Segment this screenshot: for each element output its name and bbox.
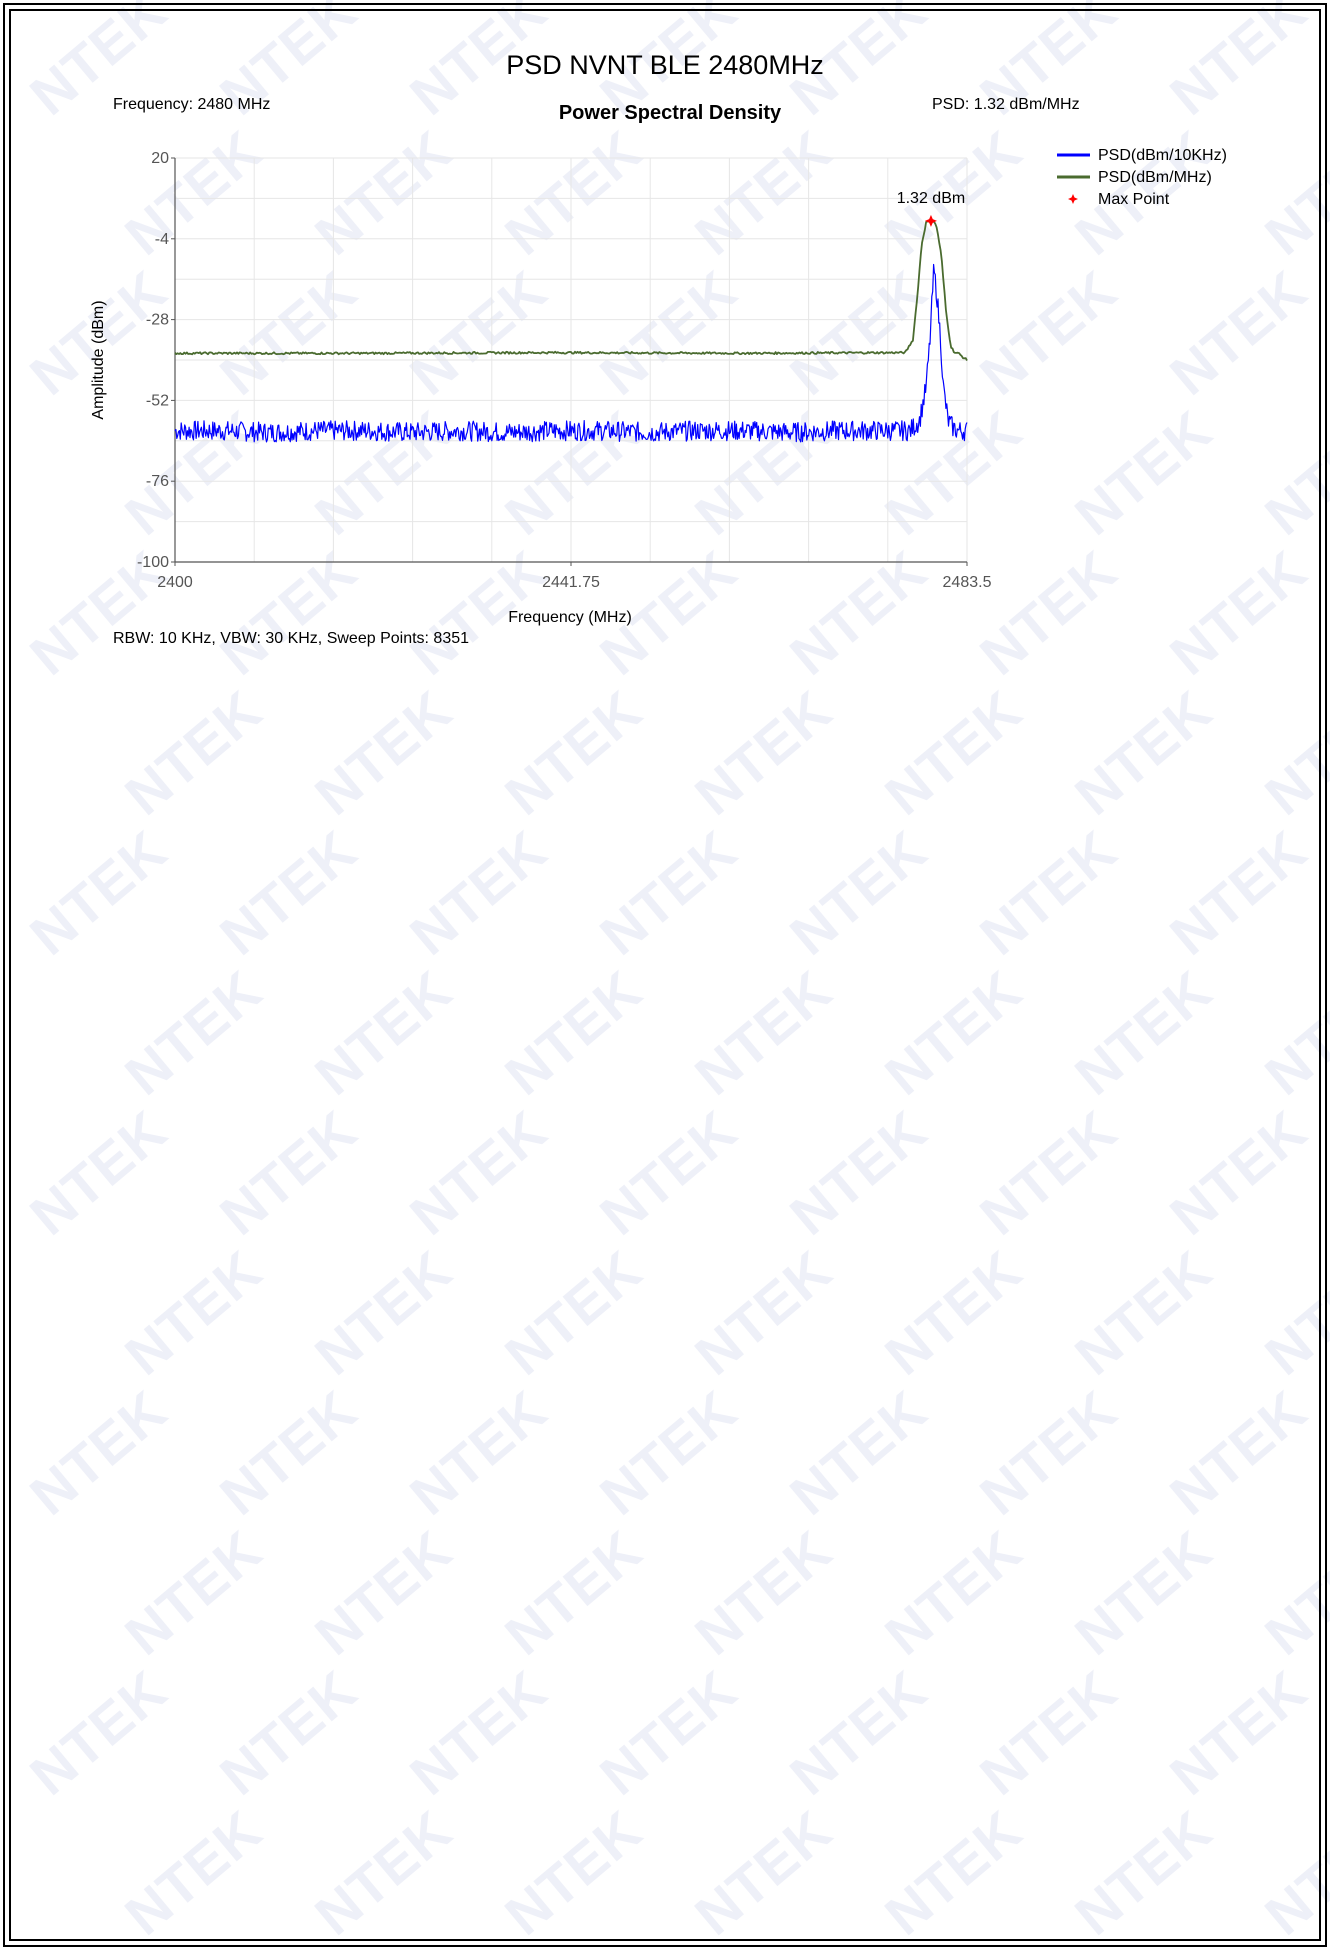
measurement-settings: RBW: 10 KHz, VBW: 30 KHz, Sweep Points: … <box>113 630 469 648</box>
y-tick-label: 20 <box>151 150 169 167</box>
chart-grid <box>175 158 967 562</box>
y-axis-label: Amplitude (dBm) <box>90 300 107 419</box>
x-axis-ticks: 2400 2441.75 2483.5 <box>157 562 991 591</box>
y-tick-label: -52 <box>146 392 169 409</box>
x-tick-label: 2400 <box>157 574 193 591</box>
chart-legend: PSD(dBm/10KHz) PSD(dBm/MHz) Max Point <box>1057 147 1227 208</box>
psd-chart: 20 -4 -28 -52 -76 -100 2400 2441.75 2483.5 Ampl… <box>0 0 1330 700</box>
x-tick-label: 2441.75 <box>542 574 600 591</box>
legend-max-point-swatch <box>1068 194 1078 204</box>
x-tick-label: 2483.5 <box>943 574 992 591</box>
y-tick-label: -100 <box>137 554 169 571</box>
max-point-layer: 1.32 dBm <box>897 190 965 227</box>
max-point-label: 1.32 dBm <box>897 190 965 207</box>
y-axis-ticks: 20 -4 -28 -52 -76 -100 <box>137 150 175 571</box>
y-tick-label: -4 <box>155 231 169 248</box>
y-tick-label: -28 <box>146 312 169 329</box>
legend-label: PSD(dBm/10KHz) <box>1098 147 1227 164</box>
legend-label: PSD(dBm/MHz) <box>1098 169 1212 186</box>
legend-label-max-point: Max Point <box>1098 191 1170 208</box>
y-tick-label: -76 <box>146 473 169 490</box>
x-axis-label: Frequency (MHz) <box>508 609 632 626</box>
